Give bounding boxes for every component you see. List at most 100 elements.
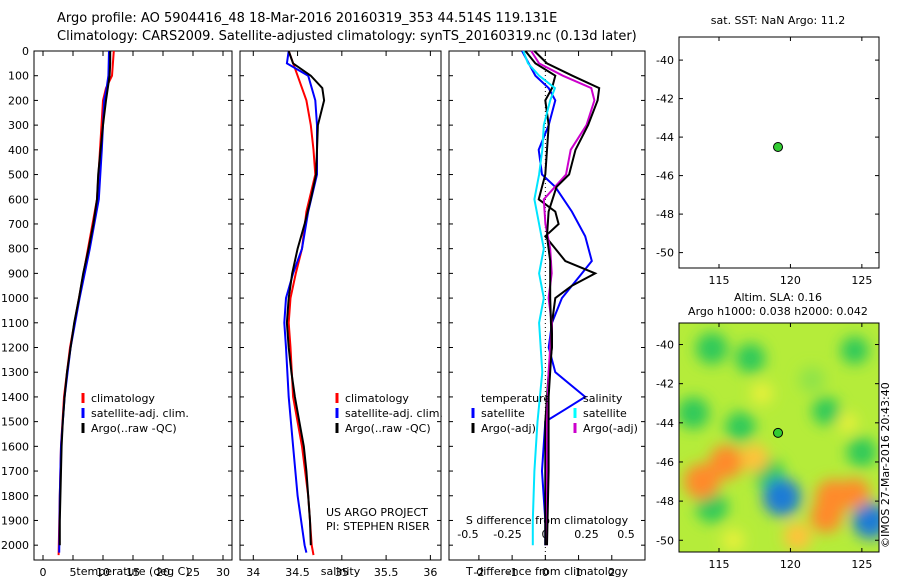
map-y-tick-label: -44 bbox=[656, 417, 674, 430]
project-label: US ARGO PROJECT bbox=[326, 506, 428, 519]
map-y-tick-label: -40 bbox=[656, 339, 674, 352]
heatmap-cell bbox=[798, 366, 825, 393]
x-tick-label: 1 bbox=[575, 566, 582, 579]
legend-sal-label: climatology bbox=[345, 392, 409, 405]
heatmap-cell bbox=[840, 336, 869, 365]
heatmap-field bbox=[679, 332, 879, 552]
series-line bbox=[524, 50, 598, 546]
map-x-tick-label: 120 bbox=[780, 274, 801, 287]
header-line-1: Argo profile: AO 5904416_48 18-Mar-2016 … bbox=[57, 11, 558, 26]
legend-sal-label: satellite-adj. clim. bbox=[345, 407, 443, 420]
x-tick-label: -2 bbox=[473, 566, 484, 579]
y-tick-label: 100 bbox=[8, 70, 29, 83]
y-tick-label: 0 bbox=[22, 45, 29, 58]
x-tick-label: 34 bbox=[246, 566, 260, 579]
panel-frame bbox=[448, 50, 646, 561]
map-y-tick-label: -50 bbox=[656, 534, 674, 547]
map-frame bbox=[678, 36, 880, 269]
x-tick-label: 35 bbox=[335, 566, 349, 579]
x-tick-label: 0 bbox=[542, 566, 549, 579]
sst-map-title: sat. SST: NaN Argo: 11.2 bbox=[711, 14, 845, 27]
y-tick-label: 500 bbox=[8, 169, 29, 182]
map-y-tick-label: -46 bbox=[656, 456, 674, 469]
legend-temp-label: satellite-adj. clim. bbox=[91, 407, 189, 420]
y-tick-label: 1600 bbox=[1, 440, 29, 453]
map-y-tick-label: -44 bbox=[656, 131, 674, 144]
x-tick-label: 2 bbox=[608, 566, 615, 579]
map-y-tick-label: -42 bbox=[656, 93, 674, 106]
y-tick-label: 700 bbox=[8, 218, 29, 231]
y-tick-label: 200 bbox=[8, 94, 29, 107]
x-tick-label: 15 bbox=[126, 566, 140, 579]
header-line-2: Climatology: CARS2009. Satellite-adjuste… bbox=[57, 29, 637, 44]
heatmap-cell bbox=[812, 397, 841, 426]
heatmap-cell bbox=[783, 522, 812, 551]
x-tick-label: 34.5 bbox=[285, 566, 310, 579]
series-line bbox=[283, 50, 318, 553]
y-tick-label: 800 bbox=[8, 243, 29, 256]
heatmap-cell bbox=[852, 502, 879, 539]
x-tick-label: 5 bbox=[70, 566, 77, 579]
series-line bbox=[57, 50, 115, 556]
x-tick-label: 25 bbox=[186, 566, 200, 579]
argo-position-marker bbox=[773, 427, 784, 438]
x-tick-label: 10 bbox=[96, 566, 110, 579]
y-tick-label: 1900 bbox=[1, 514, 29, 527]
legend-tdiff-label: satellite bbox=[481, 407, 525, 420]
legend-sal-label: Argo(..raw -QC) bbox=[345, 422, 431, 435]
map-y-tick-label: -40 bbox=[656, 54, 674, 67]
heatmap-cell bbox=[837, 412, 858, 433]
map-y-tick-label: -50 bbox=[656, 247, 674, 260]
y-tick-label: 1000 bbox=[1, 292, 29, 305]
map-x-tick-label: 115 bbox=[709, 558, 730, 571]
series-line bbox=[58, 51, 112, 546]
heatmap-cell bbox=[762, 478, 801, 517]
y-tick-label: 400 bbox=[8, 144, 29, 157]
map-x-tick-label: 125 bbox=[851, 274, 872, 287]
y-tick-label: 900 bbox=[8, 267, 29, 280]
x-tick-label: 30 bbox=[216, 566, 230, 579]
heatmap-cell bbox=[683, 463, 720, 500]
y-tick-label: 1100 bbox=[1, 317, 29, 330]
heatmap-cell bbox=[695, 332, 728, 365]
series-line bbox=[287, 50, 317, 556]
x-tick-label: 35.5 bbox=[374, 566, 399, 579]
series-line bbox=[522, 50, 557, 546]
top-tick-label: -0.25 bbox=[493, 528, 521, 541]
panel-frame bbox=[239, 50, 442, 561]
argo-position-marker bbox=[773, 141, 784, 152]
heatmap-cell bbox=[740, 444, 769, 473]
pi-label: PI: STEPHEN RISER bbox=[326, 520, 430, 533]
y-tick-label: 300 bbox=[8, 119, 29, 132]
y-tick-label: 1400 bbox=[1, 391, 29, 404]
map-y-tick-label: -46 bbox=[656, 170, 674, 183]
heatmap-cell bbox=[722, 529, 745, 552]
heatmap-blobs bbox=[679, 332, 879, 552]
map-y-tick-label: -48 bbox=[656, 208, 674, 221]
y-tick-label: 2000 bbox=[1, 539, 29, 552]
heatmap-cell bbox=[810, 500, 843, 533]
x-axis-label: salinity bbox=[321, 565, 361, 578]
y-tick-label: 1200 bbox=[1, 342, 29, 355]
heatmap-cell bbox=[750, 382, 773, 405]
x-tick-label: 20 bbox=[156, 566, 170, 579]
map-x-tick-label: 125 bbox=[851, 558, 872, 571]
map-x-tick-label: 115 bbox=[709, 274, 730, 287]
map-x-tick-label: 120 bbox=[780, 558, 801, 571]
sla-map-subtitle: Argo h1000: 0.038 h2000: 0.042 bbox=[688, 305, 868, 318]
x-tick-label: 36 bbox=[423, 566, 437, 579]
heatmap-cell bbox=[725, 411, 756, 442]
legend-sdiff-label: Argo(-adj) bbox=[583, 422, 638, 435]
series-line bbox=[530, 50, 596, 546]
map-y-tick-label: -42 bbox=[656, 378, 674, 391]
x-tick-label: 0 bbox=[40, 566, 47, 579]
legend-temp-label: Argo(..raw -QC) bbox=[91, 422, 177, 435]
heatmap-cell bbox=[846, 437, 877, 468]
series-line bbox=[533, 50, 601, 546]
legend-sdiff-label: satellite bbox=[583, 407, 627, 420]
heatmap-cell bbox=[839, 478, 870, 509]
top-tick-label: 0.5 bbox=[617, 528, 635, 541]
legend-tdiff-label: Argo(-adj) bbox=[481, 422, 536, 435]
heatmap-cell bbox=[709, 444, 744, 479]
